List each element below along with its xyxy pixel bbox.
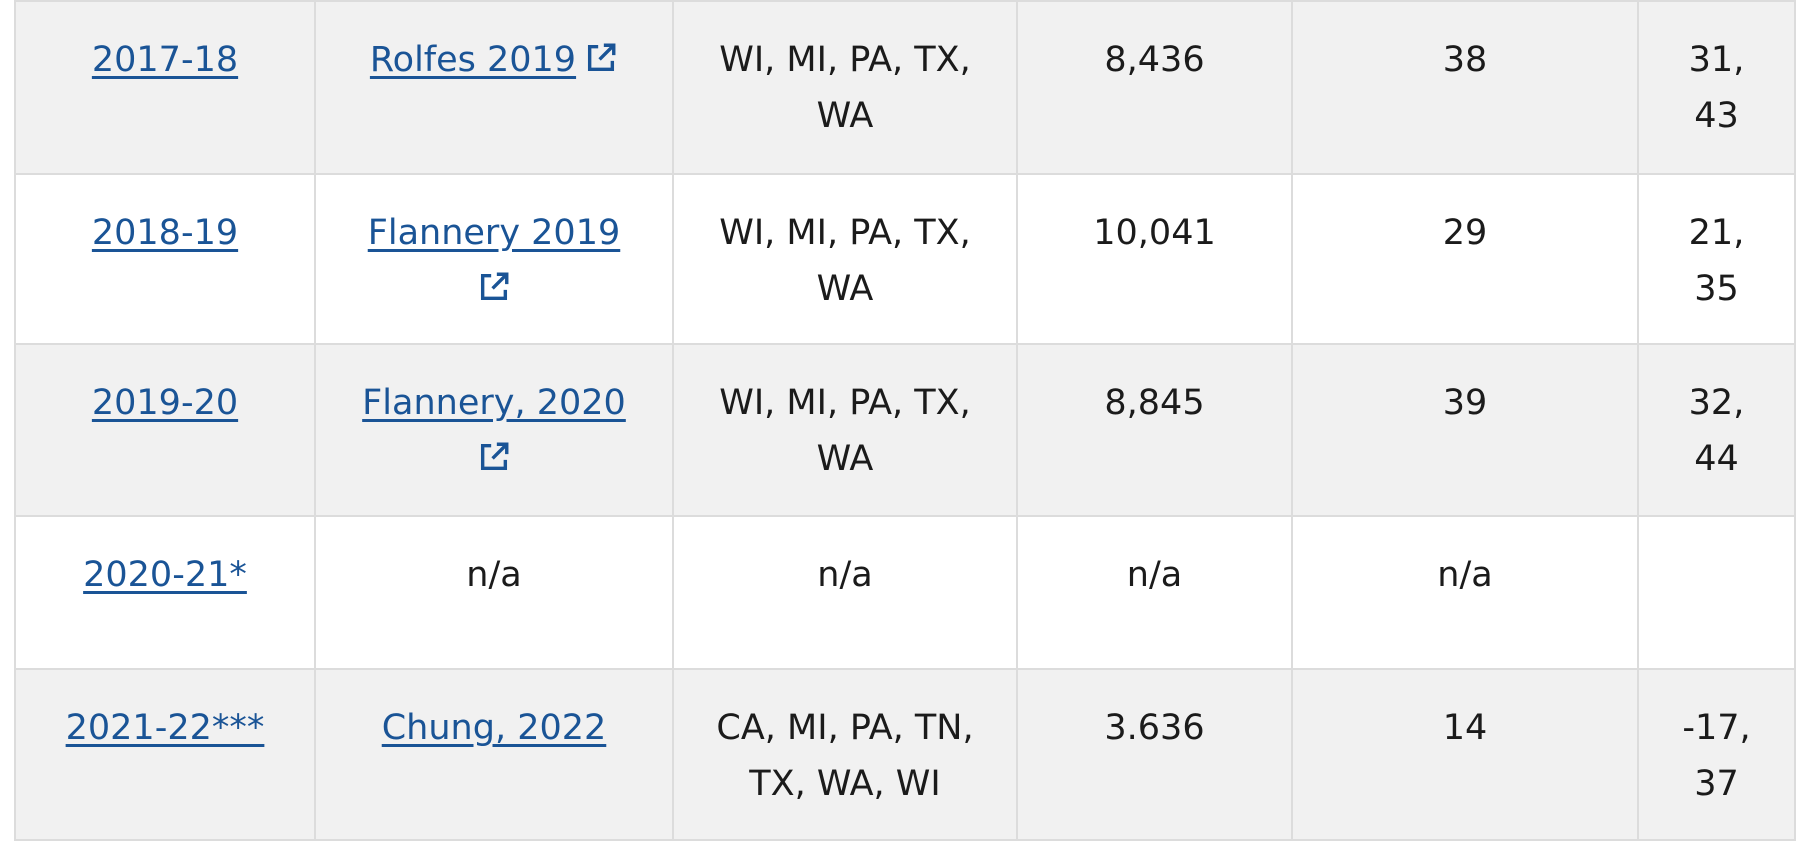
study-link[interactable]: Flannery 2019 (367, 213, 621, 309)
cell: 2018-19 (14, 173, 316, 345)
study-link[interactable]: Flannery, 2020 (362, 383, 626, 479)
cell (1637, 515, 1796, 670)
link-text: Flannery, 2020 (362, 383, 626, 423)
season-link[interactable]: 2018-19 (91, 213, 239, 253)
cell: 21, 35 (1637, 173, 1796, 345)
cell: 38 (1291, 0, 1639, 175)
cell: 29 (1291, 173, 1639, 345)
table-row: 2021-22*** Chung, 2022 CA, MI, PA, TN, T… (14, 668, 1796, 841)
cell: 2019-20 (14, 343, 316, 517)
cell: 10,041 (1016, 173, 1293, 345)
cell: Flannery 2019 (314, 173, 674, 345)
cell: 32, 44 (1637, 343, 1796, 517)
cell: 8,436 (1016, 0, 1293, 175)
cell: 8,845 (1016, 343, 1293, 517)
external-link-icon (480, 272, 509, 301)
link-text: Rolfes 2019 (369, 40, 577, 80)
table-row: 2018-19 Flannery 2019 WI, MI, PA, TX, WA… (14, 173, 1796, 345)
cell: 2017-18 (14, 0, 316, 175)
cell: n/a (314, 515, 674, 670)
cell: 3.636 (1016, 668, 1293, 841)
cell: Flannery, 2020 (314, 343, 674, 517)
cell: 31, 43 (1637, 0, 1796, 175)
cell: n/a (1291, 515, 1639, 670)
cell: CA, MI, PA, TN, TX, WA, WI (672, 668, 1018, 841)
cell: 2020-21* (14, 515, 316, 670)
cell: n/a (1016, 515, 1293, 670)
cell: n/a (672, 515, 1018, 670)
cell: 39 (1291, 343, 1639, 517)
season-link[interactable]: 2020-21* (83, 555, 247, 595)
cell: WI, MI, PA, TX, WA (672, 343, 1018, 517)
season-link[interactable]: 2021-22*** (65, 708, 265, 748)
cell: WI, MI, PA, TX, WA (672, 0, 1018, 175)
link-text: Flannery 2019 (367, 213, 621, 253)
external-link-icon (480, 442, 509, 471)
cell: WI, MI, PA, TX, WA (672, 173, 1018, 345)
cell: -17, 37 (1637, 668, 1796, 841)
data-table: 2017-18 Rolfes 2019 WI, MI, PA, TX, WA 8… (14, 0, 1796, 841)
table-row: 2019-20 Flannery, 2020 WI, MI, PA, TX, W… (14, 343, 1796, 517)
table-row: 2017-18 Rolfes 2019 WI, MI, PA, TX, WA 8… (14, 0, 1796, 175)
study-link[interactable]: Rolfes 2019 (370, 40, 618, 80)
external-link-icon (588, 43, 616, 72)
table-row: 2020-21* n/a n/a n/a n/a (14, 515, 1796, 670)
cell: 2021-22*** (14, 668, 316, 841)
season-link[interactable]: 2019-20 (91, 383, 239, 423)
cell: Rolfes 2019 (314, 0, 674, 175)
cell: 14 (1291, 668, 1639, 841)
study-link[interactable]: Chung, 2022 (381, 708, 607, 748)
season-link[interactable]: 2017-18 (91, 40, 239, 80)
cell: Chung, 2022 (314, 668, 674, 841)
